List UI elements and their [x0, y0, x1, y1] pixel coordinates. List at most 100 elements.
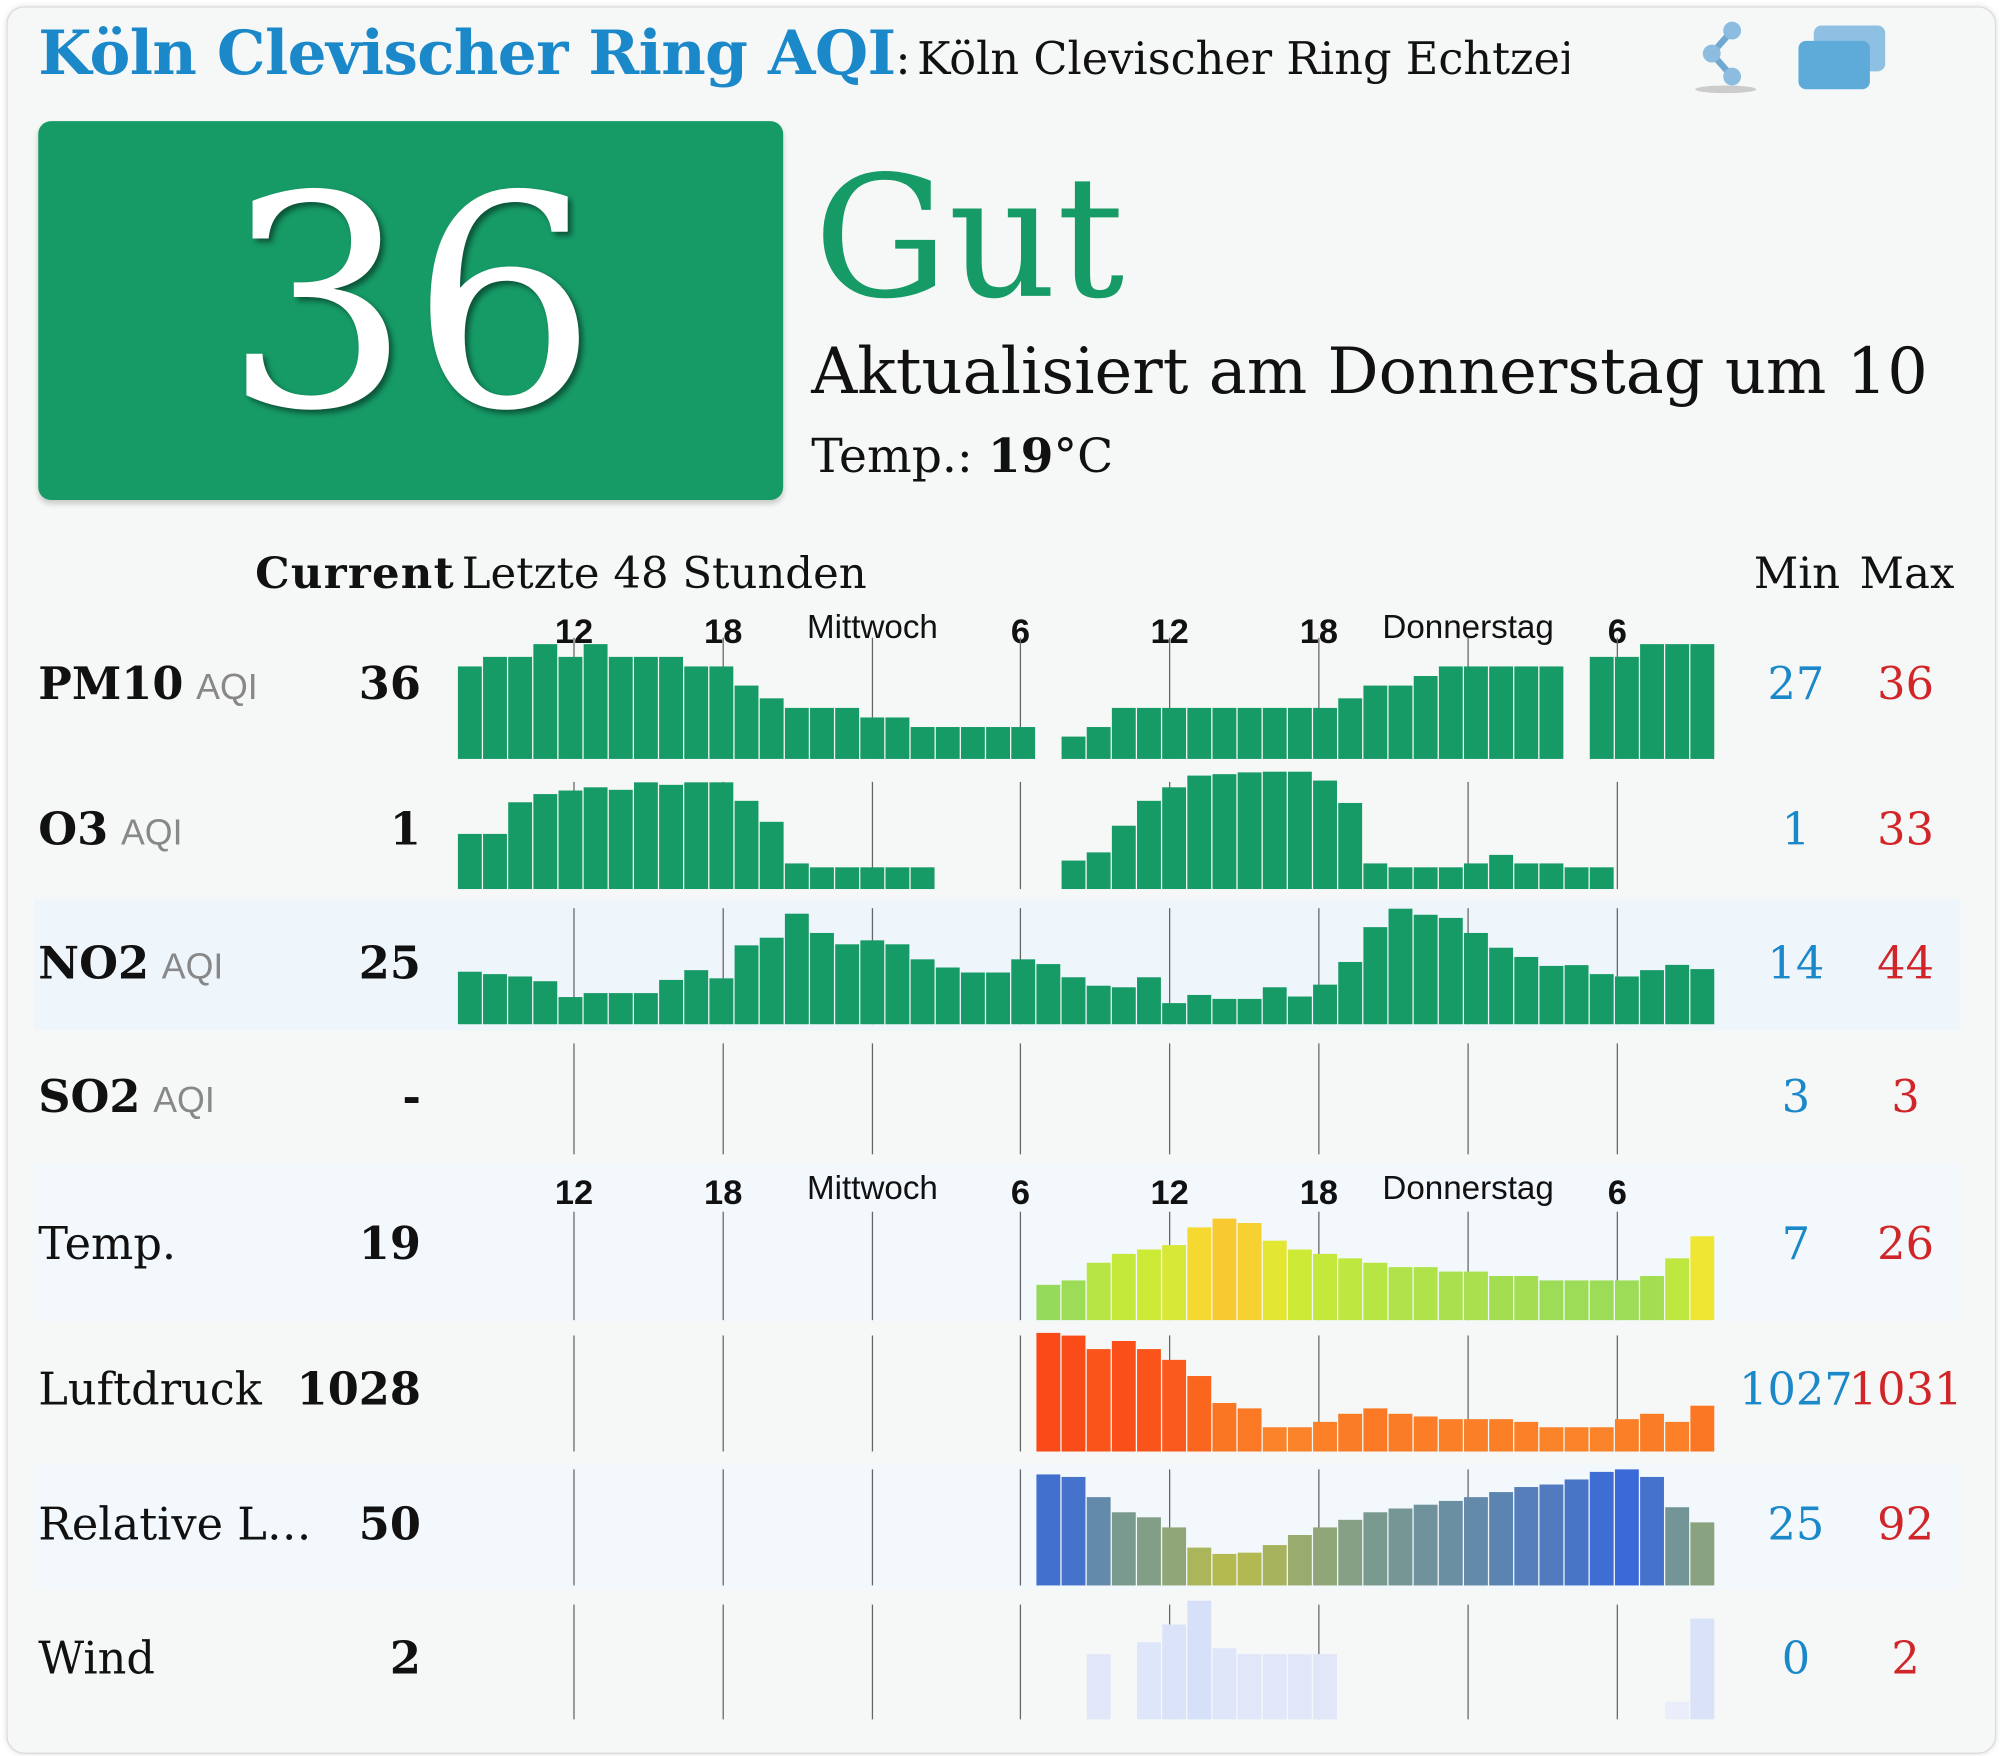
chart-bar[interactable] — [1212, 1402, 1237, 1452]
chart-bar[interactable] — [633, 993, 658, 1025]
chart-bar[interactable] — [684, 782, 709, 890]
chart-bar[interactable] — [835, 707, 860, 759]
chart-bar[interactable] — [583, 993, 608, 1025]
chart-bar[interactable] — [1162, 1003, 1187, 1025]
chart-bar[interactable] — [1262, 1545, 1287, 1586]
chart-bar[interactable] — [1665, 1421, 1690, 1452]
chart-bar[interactable] — [1111, 1340, 1136, 1452]
chart-bar[interactable] — [1388, 867, 1413, 890]
chart-bar[interactable] — [633, 782, 658, 890]
chart-bar[interactable] — [1287, 707, 1312, 759]
chart-bar[interactable] — [1489, 947, 1514, 1025]
chart-bar[interactable] — [608, 993, 633, 1025]
chart-bar[interactable] — [1137, 1517, 1161, 1586]
chart-bar[interactable] — [1690, 1618, 1715, 1720]
chart-bar[interactable] — [1438, 917, 1463, 1025]
chart-bar[interactable] — [1187, 994, 1212, 1025]
chart-bar[interactable] — [533, 794, 558, 890]
chart-bar[interactable] — [1313, 707, 1337, 759]
chart-bar[interactable] — [1589, 1471, 1614, 1586]
chart-bar[interactable] — [1614, 1469, 1639, 1586]
chart-bar[interactable] — [986, 727, 1010, 759]
chart-bar[interactable] — [1061, 1335, 1086, 1452]
chart-bar[interactable] — [1086, 852, 1111, 890]
chart-bar[interactable] — [1338, 1413, 1363, 1452]
chart-bar[interactable] — [1614, 1280, 1639, 1321]
chart-bar[interactable] — [1237, 1552, 1262, 1586]
chart-bar[interactable] — [1413, 914, 1438, 1025]
chart-bar[interactable] — [1464, 1271, 1488, 1321]
chart-bar[interactable] — [860, 717, 885, 759]
chart-bar[interactable] — [1162, 1624, 1187, 1720]
chart-bar[interactable] — [1137, 1249, 1161, 1321]
chart-bar[interactable] — [1564, 1479, 1589, 1586]
chart-bar[interactable] — [1162, 707, 1187, 759]
chart-bar[interactable] — [1614, 1419, 1639, 1452]
chart-bar[interactable] — [1564, 867, 1589, 890]
chart-bar[interactable] — [1237, 1408, 1262, 1452]
chart-bar[interactable] — [1665, 1701, 1690, 1720]
chart-bar[interactable] — [1489, 666, 1514, 759]
chart-bar[interactable] — [1514, 863, 1539, 890]
chart-bar[interactable] — [1313, 984, 1337, 1025]
chart-bar[interactable] — [1111, 707, 1136, 759]
chart-bar[interactable] — [1388, 1413, 1413, 1452]
chart-bar[interactable] — [1413, 1267, 1438, 1321]
chart-bar[interactable] — [784, 707, 809, 759]
chart-bar[interactable] — [1287, 771, 1312, 890]
chart-bar[interactable] — [1589, 1280, 1614, 1321]
chart-bar[interactable] — [1539, 666, 1564, 759]
chart-bar[interactable] — [457, 833, 482, 890]
chart-bar[interactable] — [1262, 987, 1287, 1025]
chart-bar[interactable] — [1690, 1522, 1715, 1586]
chart-bar[interactable] — [1338, 802, 1363, 890]
chart-bar[interactable] — [835, 944, 860, 1025]
chart-bar[interactable] — [1262, 1240, 1287, 1321]
chart-bar[interactable] — [1111, 1253, 1136, 1321]
chart-bar[interactable] — [1539, 1484, 1564, 1586]
chart-bar[interactable] — [1036, 1474, 1061, 1586]
chart-bar[interactable] — [1665, 1258, 1690, 1321]
chart-bar[interactable] — [1137, 800, 1161, 890]
chart-bar[interactable] — [1665, 644, 1690, 759]
chart-bar[interactable] — [1061, 1476, 1086, 1586]
chart-bar[interactable] — [608, 789, 633, 890]
chart-bar[interactable] — [483, 974, 507, 1025]
chart-bar[interactable] — [1690, 1236, 1715, 1321]
chart-bar[interactable] — [558, 656, 583, 759]
chart-bar[interactable] — [1086, 1349, 1111, 1452]
chart-bar[interactable] — [1438, 1419, 1463, 1452]
chart-bar[interactable] — [1237, 707, 1262, 759]
chart-bar[interactable] — [1287, 1249, 1312, 1321]
chart-bar[interactable] — [1262, 707, 1287, 759]
chart-bar[interactable] — [709, 978, 734, 1025]
chart-bar[interactable] — [1640, 1413, 1664, 1452]
chart-bar[interactable] — [1489, 1419, 1514, 1452]
chart-bar[interactable] — [1086, 985, 1111, 1025]
chart-bar[interactable] — [1489, 854, 1514, 890]
chart-bar[interactable] — [508, 976, 533, 1025]
chart-bar[interactable] — [1640, 1476, 1664, 1586]
chart-bar[interactable] — [483, 656, 507, 759]
chart-bar[interactable] — [1338, 961, 1363, 1025]
chart-bar[interactable] — [1162, 1527, 1187, 1586]
chart-bar[interactable] — [659, 979, 684, 1025]
chart-bar[interactable] — [885, 717, 910, 759]
chart-bar[interactable] — [1212, 1553, 1237, 1586]
chart-bar[interactable] — [1388, 1267, 1413, 1321]
chart-bar[interactable] — [1262, 771, 1287, 890]
chart-bar[interactable] — [1690, 644, 1715, 759]
chart-bar[interactable] — [1438, 666, 1463, 759]
chart-bar[interactable] — [810, 707, 834, 759]
chart-bar[interactable] — [1061, 860, 1086, 890]
chart-bar[interactable] — [1086, 727, 1111, 759]
chart-bar[interactable] — [935, 727, 960, 759]
chart-bar[interactable] — [1111, 987, 1136, 1025]
chart-bar[interactable] — [1237, 1654, 1262, 1720]
chart-bar[interactable] — [1061, 1280, 1086, 1321]
chart-bar[interactable] — [508, 802, 533, 890]
chart-bar[interactable] — [1237, 772, 1262, 890]
chart-bar[interactable] — [1564, 1280, 1589, 1321]
chart-bar[interactable] — [1539, 1427, 1564, 1452]
chart-bar[interactable] — [734, 800, 759, 890]
